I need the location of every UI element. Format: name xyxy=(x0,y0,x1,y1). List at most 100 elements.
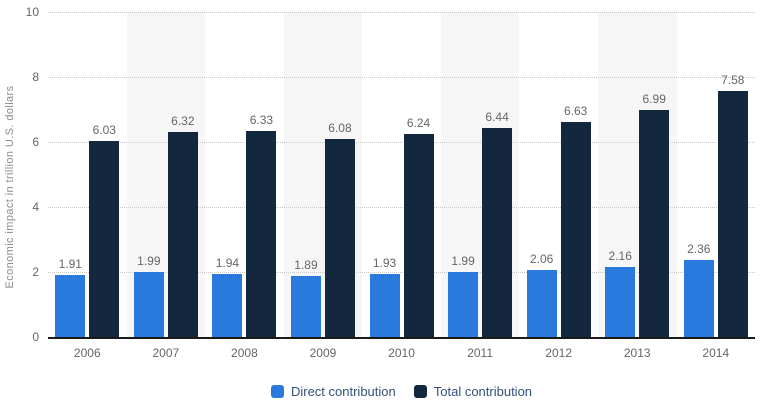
y-tick-label-0: 0 xyxy=(32,330,39,344)
bar-total-contribution-2007[interactable] xyxy=(167,131,198,337)
value-label-direct-contribution-2007: 1.99 xyxy=(137,254,161,269)
x-axis-label-2012: 2012 xyxy=(545,346,572,360)
x-axis-label-2009: 2009 xyxy=(309,346,337,360)
bar-wrap-direct-contribution-2013: 2.16 xyxy=(605,248,636,337)
category-group-2014: 2.36 7.58 xyxy=(677,12,756,337)
legend-swatch-direct-contribution xyxy=(270,385,284,398)
bar-wrap-direct-contribution-2009: 1.89 xyxy=(290,257,321,337)
y-tick-label-6: 6 xyxy=(32,135,39,149)
bar-pair: 1.93 6.24 xyxy=(369,116,434,337)
bar-pair: 2.06 6.63 xyxy=(526,103,591,337)
bar-pair: 1.99 6.44 xyxy=(448,109,513,337)
value-label-direct-contribution-2006: 1.91 xyxy=(58,256,82,271)
bar-direct-contribution-2013[interactable] xyxy=(605,266,636,337)
x-axis-label-2008: 2008 xyxy=(231,346,258,360)
y-tick-label-10: 10 xyxy=(25,5,39,19)
bar-direct-contribution-2011[interactable] xyxy=(448,272,479,337)
bar-total-contribution-2012[interactable] xyxy=(560,121,591,337)
value-label-total-contribution-2013: 6.99 xyxy=(642,91,666,106)
value-label-total-contribution-2006: 6.03 xyxy=(92,123,116,138)
bar-pair: 2.16 6.99 xyxy=(605,91,670,337)
bar-total-contribution-2010[interactable] xyxy=(403,134,434,337)
category-group-2008: 1.94 6.33 xyxy=(205,12,284,337)
plot-area: 0 2 4 6 8 10 1.91 6.03 1.99 6.32 1.94 6.33 1.89 6.08 1… xyxy=(26,5,756,344)
legend-label-total-contribution: Total contribution xyxy=(433,384,533,399)
y-tick-label-4: 4 xyxy=(32,200,39,214)
y-tick-label-2: 2 xyxy=(32,265,39,279)
bar-total-contribution-2008[interactable] xyxy=(246,131,277,337)
x-axis-label-2010: 2010 xyxy=(388,346,415,360)
x-axis-label-2007: 2007 xyxy=(152,346,180,360)
category-group-2007: 1.99 6.32 xyxy=(126,12,206,337)
value-label-total-contribution-2008: 6.33 xyxy=(249,113,274,128)
value-label-total-contribution-2009: 6.08 xyxy=(328,121,352,136)
bar-pair: 1.89 6.08 xyxy=(290,121,355,337)
x-axis-label-2011: 2011 xyxy=(467,346,493,360)
x-axis-label-2006: 2006 xyxy=(73,346,101,360)
legend-item-total-contribution[interactable]: Total contribution xyxy=(413,384,533,399)
value-label-total-contribution-2014: 7.58 xyxy=(721,72,745,87)
value-label-direct-contribution-2009: 1.89 xyxy=(294,257,318,272)
value-label-direct-contribution-2010: 1.93 xyxy=(372,256,397,271)
category-group-2013: 2.16 6.99 xyxy=(597,12,677,337)
bar-wrap-total-contribution-2013: 6.99 xyxy=(639,91,670,337)
plot-wrapper: Economic impact in trillion U.S. dollars… xyxy=(4,5,756,399)
x-axis-label-2013: 2013 xyxy=(623,346,651,360)
bar-direct-contribution-2014[interactable] xyxy=(683,260,714,337)
bar-direct-contribution-2012[interactable] xyxy=(526,270,557,337)
bar-direct-contribution-2006[interactable] xyxy=(55,274,86,337)
bar-wrap-total-contribution-2008: 6.33 xyxy=(246,113,277,337)
category-group-2012: 2.06 6.63 xyxy=(519,12,598,337)
category-group-2011: 1.99 6.44 xyxy=(440,12,520,337)
bar-pair: 2.36 7.58 xyxy=(683,72,748,337)
bar-total-contribution-2013[interactable] xyxy=(639,109,670,337)
bar-direct-contribution-2007[interactable] xyxy=(133,272,164,337)
category-group-2009: 1.89 6.08 xyxy=(283,12,363,337)
bar-wrap-total-contribution-2011: 6.44 xyxy=(482,109,513,337)
bar-total-contribution-2011[interactable] xyxy=(482,127,513,337)
bar-wrap-direct-contribution-2012: 2.06 xyxy=(526,252,557,337)
legend-swatch-total-contribution xyxy=(413,385,427,398)
bar-total-contribution-2009[interactable] xyxy=(324,139,355,337)
value-label-total-contribution-2012: 6.63 xyxy=(563,103,588,118)
value-label-total-contribution-2011: 6.44 xyxy=(485,109,509,124)
value-label-total-contribution-2007: 6.32 xyxy=(171,113,195,128)
value-label-direct-contribution-2011: 1.99 xyxy=(451,254,475,269)
bar-direct-contribution-2008[interactable] xyxy=(212,273,243,337)
legend: Direct contribution Total contribution xyxy=(48,384,755,399)
category-group-2006: 1.91 6.03 xyxy=(48,12,127,337)
bar-wrap-direct-contribution-2011: 1.99 xyxy=(448,254,479,337)
bar-wrap-direct-contribution-2006: 1.91 xyxy=(55,256,86,337)
bar-wrap-direct-contribution-2014: 2.36 xyxy=(683,242,714,337)
x-axis-label-2014: 2014 xyxy=(702,346,730,360)
bar-wrap-total-contribution-2014: 7.58 xyxy=(717,72,748,337)
y-axis-title: Economic impact in trillion U.S. dollars xyxy=(4,84,16,289)
bar-wrap-total-contribution-2010: 6.24 xyxy=(403,116,434,337)
value-label-direct-contribution-2014: 2.36 xyxy=(687,242,711,257)
y-tick-label-8: 8 xyxy=(32,70,39,84)
legend-label-direct-contribution: Direct contribution xyxy=(290,384,396,399)
value-label-direct-contribution-2008: 1.94 xyxy=(215,255,240,270)
x-axis: 2006 2007 2008 2009 2010 2011 2012 2013 2014 xyxy=(48,339,755,368)
legend-item-direct-contribution[interactable]: Direct contribution xyxy=(270,384,396,399)
value-label-direct-contribution-2013: 2.16 xyxy=(608,248,632,263)
category-group-2010: 1.93 6.24 xyxy=(362,12,441,337)
bar-total-contribution-2014[interactable] xyxy=(717,90,748,337)
bar-wrap-direct-contribution-2008: 1.94 xyxy=(212,255,243,337)
bar-wrap-total-contribution-2012: 6.63 xyxy=(560,103,591,337)
bar-wrap-total-contribution-2007: 6.32 xyxy=(167,113,198,337)
bar-wrap-direct-contribution-2010: 1.93 xyxy=(369,256,400,337)
bar-total-contribution-2006[interactable] xyxy=(89,141,120,337)
value-label-total-contribution-2010: 6.24 xyxy=(406,116,431,131)
bar-pair: 1.99 6.32 xyxy=(133,113,198,337)
bar-wrap-total-contribution-2009: 6.08 xyxy=(324,121,355,337)
bar-pair: 1.91 6.03 xyxy=(55,123,120,337)
value-label-direct-contribution-2012: 2.06 xyxy=(529,252,554,267)
bar-direct-contribution-2009[interactable] xyxy=(290,275,321,337)
bar-wrap-direct-contribution-2007: 1.99 xyxy=(133,254,164,337)
bar-pair: 1.94 6.33 xyxy=(212,113,277,337)
y-axis: Economic impact in trillion U.S. dollars xyxy=(2,24,18,349)
bar-direct-contribution-2010[interactable] xyxy=(369,274,400,337)
bar-wrap-total-contribution-2006: 6.03 xyxy=(89,123,120,337)
